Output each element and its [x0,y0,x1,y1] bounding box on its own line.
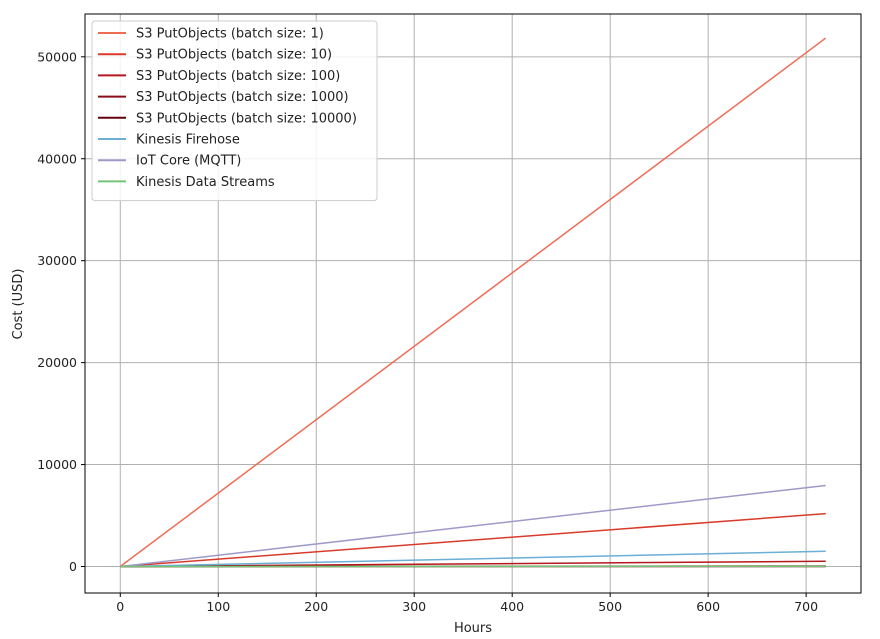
legend-box [91,20,378,202]
x-tick-label: 100 [206,599,230,614]
legend-label-3: S3 PutObjects (batch size: 1000) [136,90,349,105]
series-line-6 [120,484,826,568]
x-tick-label: 500 [598,599,622,614]
legend-label-4: S3 PutObjects (batch size: 10000) [136,111,357,126]
x-tick-label: 700 [794,599,818,614]
x-tick-label: 0 [116,599,124,614]
axis-ticks: 0 100 200 300 400 500 600 700 0 10000 20000 30000 40… [37,49,818,614]
y-tick-label: 10000 [37,457,77,472]
y-tick-label: 0 [69,559,77,574]
x-tick-label: 200 [304,599,328,614]
y-tick-label: 50000 [37,49,77,64]
x-tick-label: 400 [500,599,524,614]
series-line-1 [120,512,826,568]
y-tick-label: 30000 [37,253,77,268]
x-axis-label: Hours [454,621,492,636]
legend-label-0: S3 PutObjects (batch size: 1) [136,27,324,42]
legend: S3 PutObjects (batch size: 1) S3 PutObjec… [91,20,378,202]
x-tick-label: 300 [402,599,426,614]
series-lines [119,37,827,568]
series-line-5 [120,550,826,568]
y-tick-label: 40000 [37,151,77,166]
y-axis-label: Cost (USD) [11,269,26,340]
legend-label-1: S3 PutObjects (batch size: 10) [136,48,332,63]
x-tick-label: 600 [696,599,720,614]
series-line-2 [120,560,826,568]
legend-label-2: S3 PutObjects (batch size: 100) [136,69,340,84]
plot-frame [84,13,862,594]
legend-label-5: Kinesis Firehose [136,133,240,148]
legend-label-7: Kinesis Data Streams [136,175,275,190]
series-line-0 [119,37,827,568]
legend-label-6: IoT Core (MQTT) [136,154,241,169]
y-tick-label: 20000 [37,355,77,370]
